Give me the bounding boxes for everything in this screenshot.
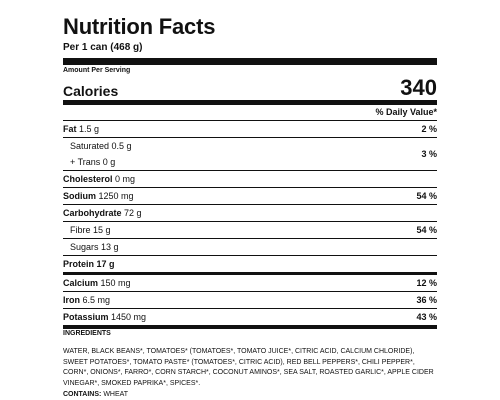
sodium-row: Sodium 1250 mg 54 %: [63, 187, 437, 204]
contains-statement: CONTAINS: WHEAT: [63, 390, 437, 400]
iron-dv: 36 %: [416, 295, 437, 305]
calcium-amount: 150 mg: [100, 278, 131, 288]
contains-label: CONTAINS:: [63, 391, 102, 398]
trans-amount: 0 g: [102, 157, 116, 167]
potassium-amount: 1450 mg: [111, 312, 147, 322]
iron-name: Iron: [63, 295, 80, 305]
calories-value: 340: [400, 75, 437, 100]
sugars-row: Sugars 13 g: [63, 238, 437, 255]
sodium-amount: 1250 mg: [98, 191, 134, 201]
sodium-name: Sodium: [63, 191, 96, 201]
trans-name: + Trans: [70, 157, 101, 167]
fat-row: Fat 1.5 g 2 %: [63, 120, 437, 137]
fat-amount: 1.5 g: [79, 124, 100, 134]
iron-row: Iron 6.5 mg 36 %: [63, 291, 437, 308]
potassium-name: Potassium: [63, 312, 109, 322]
saturated-name: Saturated: [70, 141, 110, 151]
potassium-row: Potassium 1450 mg 43 %: [63, 308, 437, 329]
protein-name: Protein: [63, 259, 95, 269]
calcium-row: Calcium 150 mg 12 %: [63, 272, 437, 291]
calcium-name: Calcium: [63, 278, 99, 288]
fat-name: Fat: [63, 124, 77, 134]
cholesterol-row: Cholesterol 0 mg: [63, 170, 437, 187]
potassium-dv: 43 %: [416, 312, 437, 322]
carbohydrate-row: Carbohydrate 72 g: [63, 204, 437, 221]
contains-value: WHEAT: [103, 391, 129, 398]
calories-label: Calories: [63, 83, 119, 99]
sugars-name: Sugars: [70, 242, 99, 252]
ingredients-text: WATER, BLACK BEANS*, TOMATOES* (TOMATOES…: [63, 348, 434, 387]
protein-row: Protein 17 g: [63, 255, 437, 272]
carbohydrate-amount: 72 g: [124, 208, 142, 218]
nutrition-facts-panel: Nutrition Facts Per 1 can (468 g) Amount…: [63, 15, 437, 400]
ingredients-heading: INGREDIENTS: [63, 330, 111, 337]
fibre-row: Fibre 15 g 54 %: [63, 221, 437, 238]
carbohydrate-name: Carbohydrate: [63, 208, 122, 218]
sodium-dv: 54 %: [416, 191, 437, 201]
calories-row: Calories 340: [63, 76, 437, 101]
iron-amount: 6.5 mg: [82, 295, 111, 305]
daily-value-header: % Daily Value*: [375, 107, 437, 117]
calcium-dv: 12 %: [416, 278, 437, 288]
fibre-dv: 54 %: [416, 225, 437, 235]
fat-dv: 2 %: [421, 124, 437, 134]
trans-row: + Trans 0 g: [70, 155, 132, 169]
amount-per-serving-label: Amount Per Serving: [63, 67, 131, 74]
panel-title: Nutrition Facts: [63, 14, 216, 39]
serving-size: Per 1 can (468 g): [63, 42, 143, 53]
saturated-amount: 0.5 g: [111, 141, 132, 151]
sugars-amount: 13 g: [101, 242, 119, 252]
medium-divider: [63, 101, 437, 105]
saturated-trans-group: Saturated 0.5 g + Trans 0 g 3 %: [63, 137, 437, 170]
saturated-row: Saturated 0.5 g: [70, 139, 132, 153]
protein-amount: 17 g: [96, 259, 115, 269]
fibre-name: Fibre: [70, 225, 91, 235]
cholesterol-amount: 0 mg: [115, 174, 136, 184]
fibre-amount: 15 g: [93, 225, 111, 235]
cholesterol-name: Cholesterol: [63, 174, 113, 184]
saturated-trans-dv: 3 %: [421, 149, 437, 159]
thick-divider: [63, 58, 437, 65]
